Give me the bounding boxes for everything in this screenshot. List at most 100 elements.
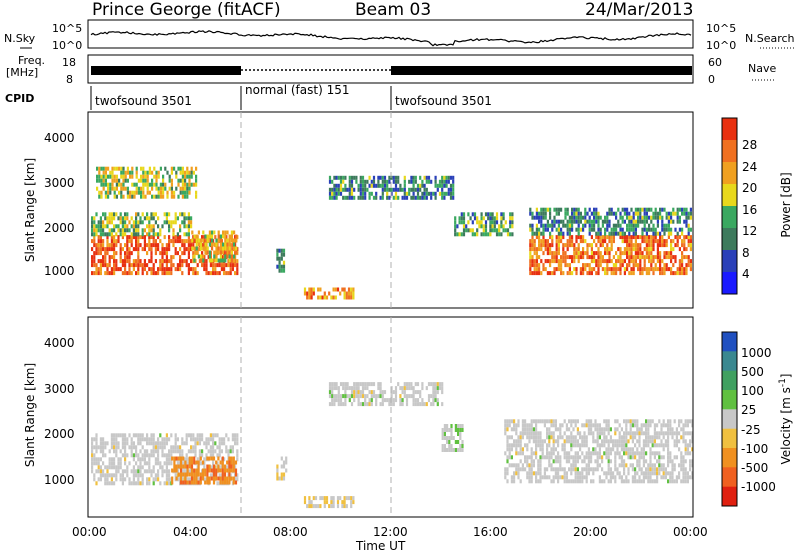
velocity-cell: [576, 419, 579, 424]
velocity-cell: [603, 451, 606, 456]
velocity-cell: [539, 435, 542, 440]
velocity-cell: [581, 475, 584, 480]
power-cell: [200, 254, 203, 259]
velocity-cell: [152, 445, 155, 450]
power-cell: [137, 263, 140, 268]
velocity-cell: [636, 471, 639, 476]
velocity-cell: [152, 477, 155, 482]
velocity-cell: [361, 386, 365, 391]
velocity-cell: [508, 463, 511, 468]
power-cell: [632, 263, 635, 268]
power-cell: [129, 170, 132, 175]
velocity-cell: [645, 451, 648, 456]
velocity-cell: [524, 455, 527, 460]
power-cell: [215, 246, 218, 251]
velocity-cell: [171, 476, 174, 481]
power-cell: [113, 259, 116, 264]
power-cell: [639, 259, 642, 264]
velocity-cell: [563, 475, 566, 480]
power-cell: [207, 271, 210, 276]
velocity-cell: [132, 445, 135, 450]
power-cell: [150, 212, 153, 217]
velocity-cell: [603, 471, 606, 476]
power-cell: [115, 212, 118, 217]
power-cell: [91, 224, 94, 229]
velocity-cell: [190, 476, 194, 481]
power-cell: [91, 255, 94, 260]
power-cell: [148, 239, 151, 244]
power-cell: [106, 251, 109, 256]
power-cell: [590, 219, 593, 224]
velocity-cell: [568, 455, 571, 460]
power-cell: [628, 247, 631, 252]
power-cell: [650, 215, 653, 220]
velocity-cell: [159, 445, 162, 450]
velocity-cell: [673, 439, 676, 444]
power-cell: [493, 220, 496, 225]
velocity-cell: [513, 419, 516, 424]
power-cell: [641, 271, 644, 276]
power-cell: [460, 220, 463, 225]
power-cell: [359, 191, 362, 196]
velocity-cell: [634, 443, 637, 448]
power-cell: [571, 259, 574, 264]
power-cell: [579, 251, 582, 256]
power-cell: [533, 239, 536, 244]
velocity-cell: [625, 443, 628, 448]
velocity-cell: [401, 390, 404, 395]
velocity-cell: [554, 427, 557, 432]
power-cell: [148, 247, 151, 252]
power-cell: [119, 247, 122, 252]
velocity-cell: [196, 433, 199, 438]
velocity-cell: [95, 445, 98, 450]
velocity-cell: [209, 465, 212, 470]
power-cell: [97, 267, 100, 272]
power-cell: [131, 182, 134, 187]
power-cell: [540, 247, 543, 252]
velocity-cell: [421, 398, 424, 403]
power-cell: [414, 179, 417, 184]
power-cell: [353, 195, 356, 200]
power-cell: [144, 194, 147, 199]
power-cell: [111, 178, 114, 183]
power-cell: [352, 295, 355, 300]
velocity-cell: [590, 419, 593, 424]
power-cell: [135, 212, 138, 217]
velocity-cell: [408, 386, 411, 391]
nave-label: Nave: [748, 62, 776, 75]
velocity-cell: [104, 441, 107, 446]
power-cell: [126, 243, 129, 248]
velocity-cell: [201, 453, 204, 458]
velocity-cell: [146, 437, 149, 442]
velocity-cell: [436, 386, 439, 391]
velocity-cell: [528, 475, 531, 480]
power-cell: [597, 255, 600, 260]
velocity-cell: [342, 394, 345, 399]
power-cell: [96, 178, 99, 183]
power-cell: [187, 243, 190, 248]
power-cell: [370, 191, 373, 196]
power-cell: [599, 239, 602, 244]
velocity-cell: [146, 433, 149, 438]
power-cell: [678, 263, 681, 268]
power-cell: [586, 247, 589, 252]
power-cell: [670, 227, 673, 232]
velocity-cell: [459, 444, 462, 448]
power-cell: [577, 251, 580, 256]
velocity-cell: [390, 386, 393, 391]
power-cell: [645, 239, 648, 244]
power-cell: [619, 255, 622, 260]
power-cell: [157, 271, 160, 276]
velocity-cell: [574, 479, 577, 484]
power-cell: [617, 267, 620, 272]
power-cell: [192, 267, 195, 272]
velocity-cell: [379, 394, 382, 399]
power-cell: [168, 178, 171, 183]
power-cell: [179, 239, 182, 244]
velocity-cell: [113, 433, 116, 438]
velocity-cell: [201, 476, 205, 481]
velocity-cell: [541, 447, 544, 452]
power-cell: [663, 255, 666, 260]
power-cell: [231, 247, 234, 252]
velocity-cell: [436, 390, 439, 395]
